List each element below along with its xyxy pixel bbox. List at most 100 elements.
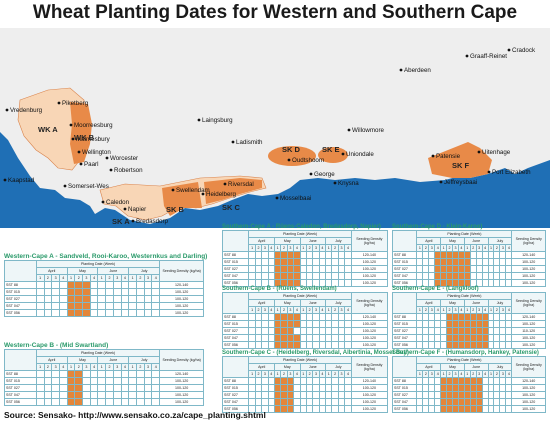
planting-cell bbox=[120, 302, 130, 310]
planting-cell bbox=[43, 384, 53, 392]
region-sk-e bbox=[318, 147, 348, 163]
table-row: SST 027 100-120 bbox=[221, 265, 389, 273]
planting-cell bbox=[89, 281, 99, 289]
planting-cell-active bbox=[469, 341, 477, 349]
cultivar-label: SST 056 bbox=[4, 309, 37, 317]
cultivar-label: SST 056 bbox=[391, 279, 418, 287]
planting-cell bbox=[43, 391, 53, 399]
place-uniondale: Uniondale bbox=[341, 151, 374, 158]
planting-cell bbox=[128, 377, 137, 385]
planting-cell bbox=[481, 405, 489, 413]
planting-cell bbox=[58, 281, 68, 289]
planting-cell bbox=[151, 302, 161, 310]
table-row: SST 88 120-140 bbox=[391, 251, 546, 259]
planting-cell-active bbox=[446, 405, 453, 413]
seeding-density-value: 100-120 bbox=[350, 258, 389, 266]
planting-cell-active bbox=[457, 341, 465, 349]
planting-cell-active bbox=[475, 341, 483, 349]
place-worcester: Worcester bbox=[105, 155, 138, 162]
planting-cell bbox=[416, 405, 424, 413]
table-row: SST 056 100-120 bbox=[391, 279, 546, 287]
cultivar-label: SST 047 bbox=[391, 398, 418, 406]
seeding-density-value: 100-120 bbox=[511, 265, 546, 273]
region-map: Cradock Graaff-Reinet Aberdeen Vredenburg Pi… bbox=[0, 28, 550, 228]
svg-text:Port Elizabeth: Port Elizabeth bbox=[492, 169, 531, 176]
planting-cell bbox=[97, 309, 107, 317]
week-header: 2 bbox=[105, 363, 114, 371]
seeding-density-value: 100-120 bbox=[159, 302, 204, 310]
planting-cell-active bbox=[286, 341, 295, 349]
table-row: SST 056 100-120 bbox=[221, 405, 389, 413]
planting-table-title: Southern-Cape A - Rûens-Caledon, Bredasd… bbox=[222, 224, 381, 230]
planting-cell-active bbox=[286, 279, 295, 287]
region-sk-f bbox=[428, 142, 492, 178]
month-header: July bbox=[487, 237, 513, 245]
planting-date-header: Planting Date (Week) bbox=[35, 349, 161, 357]
planting-cell bbox=[120, 370, 130, 378]
planting-cell bbox=[43, 398, 53, 406]
planting-cell bbox=[97, 377, 107, 385]
week-header: 4 bbox=[505, 370, 513, 378]
svg-text:Wellington: Wellington bbox=[82, 149, 111, 156]
cultivar-label: SST 88 bbox=[391, 313, 418, 321]
planting-cell bbox=[112, 295, 122, 303]
svg-text:Swellendam: Swellendam bbox=[176, 187, 210, 194]
planting-cell bbox=[112, 391, 122, 399]
planting-cell bbox=[51, 302, 60, 310]
planting-table-title: Southern-Cape B - (Rûens, Swellendam) bbox=[222, 286, 337, 292]
week-header: 3 bbox=[51, 363, 60, 371]
cultivar-label: SST 056 bbox=[221, 341, 250, 349]
planting-cell bbox=[120, 398, 130, 406]
cultivar-label: SST 027 bbox=[221, 391, 250, 399]
planting-cell bbox=[35, 302, 45, 310]
place-port-elizabeth: Port Elizabeth bbox=[487, 169, 531, 176]
planting-cell-active bbox=[66, 377, 76, 385]
seeding-density-value: 120-140 bbox=[350, 313, 389, 321]
cultivar-label: SST 027 bbox=[221, 265, 250, 273]
planting-cell bbox=[97, 281, 107, 289]
planting-cell-active bbox=[66, 281, 76, 289]
month-header: July bbox=[325, 237, 352, 245]
planting-cell bbox=[97, 391, 107, 399]
planting-cell bbox=[43, 302, 53, 310]
planting-cell-active bbox=[66, 309, 76, 317]
cultivar-label: SST 056 bbox=[391, 405, 418, 413]
planting-cell bbox=[58, 384, 68, 392]
planting-cell-active bbox=[66, 370, 76, 378]
planting-cell bbox=[105, 288, 114, 296]
svg-text:Graaff-Reinet: Graaff-Reinet bbox=[470, 53, 507, 60]
planting-cell bbox=[475, 279, 483, 287]
month-header: July bbox=[325, 299, 352, 307]
planting-cell-active bbox=[82, 281, 91, 289]
planting-cell-active bbox=[452, 341, 459, 349]
table-row: SST 027 100-120 bbox=[4, 384, 204, 392]
week-header: 1 bbox=[35, 274, 45, 282]
planting-cell-active bbox=[74, 309, 84, 317]
cultivar-label: SST 027 bbox=[391, 265, 418, 273]
planting-table-3: Southern-Cape A - Rûens-Caledon, Bredasd… bbox=[221, 224, 389, 287]
planting-cell bbox=[35, 281, 45, 289]
svg-text:Piketberg: Piketberg bbox=[62, 100, 89, 107]
planting-cell bbox=[505, 279, 513, 287]
planting-cell bbox=[58, 302, 68, 310]
month-header: June bbox=[463, 363, 489, 371]
planting-cell bbox=[135, 384, 145, 392]
planting-cell-active bbox=[82, 288, 91, 296]
region-label-sk-a: SK A bbox=[112, 217, 130, 226]
planting-cell-active bbox=[293, 279, 301, 287]
planting-cell bbox=[97, 288, 107, 296]
planting-grid: Planting Date (Week) Seeding Density (kg/… bbox=[221, 230, 389, 287]
svg-text:Mosselbaai: Mosselbaai bbox=[280, 195, 311, 202]
place-malmesbury: Malmesbury bbox=[71, 136, 111, 143]
place-uitenhage: Uitenhage bbox=[477, 149, 511, 156]
planting-cell bbox=[35, 398, 45, 406]
planting-date-header: Planting Date (Week) bbox=[248, 292, 352, 300]
cultivar-label: SST 047 bbox=[221, 334, 250, 342]
seeding-density-value: 120-140 bbox=[350, 251, 389, 259]
planting-table-title: Western-Cape B - (Mid Swartland) bbox=[4, 342, 109, 349]
region-wk-b bbox=[70, 102, 92, 164]
seeding-density-header: Seeding Density (kg/ha) bbox=[350, 292, 389, 314]
planting-cell bbox=[151, 288, 161, 296]
planting-cell bbox=[487, 341, 495, 349]
planting-cell bbox=[43, 377, 53, 385]
